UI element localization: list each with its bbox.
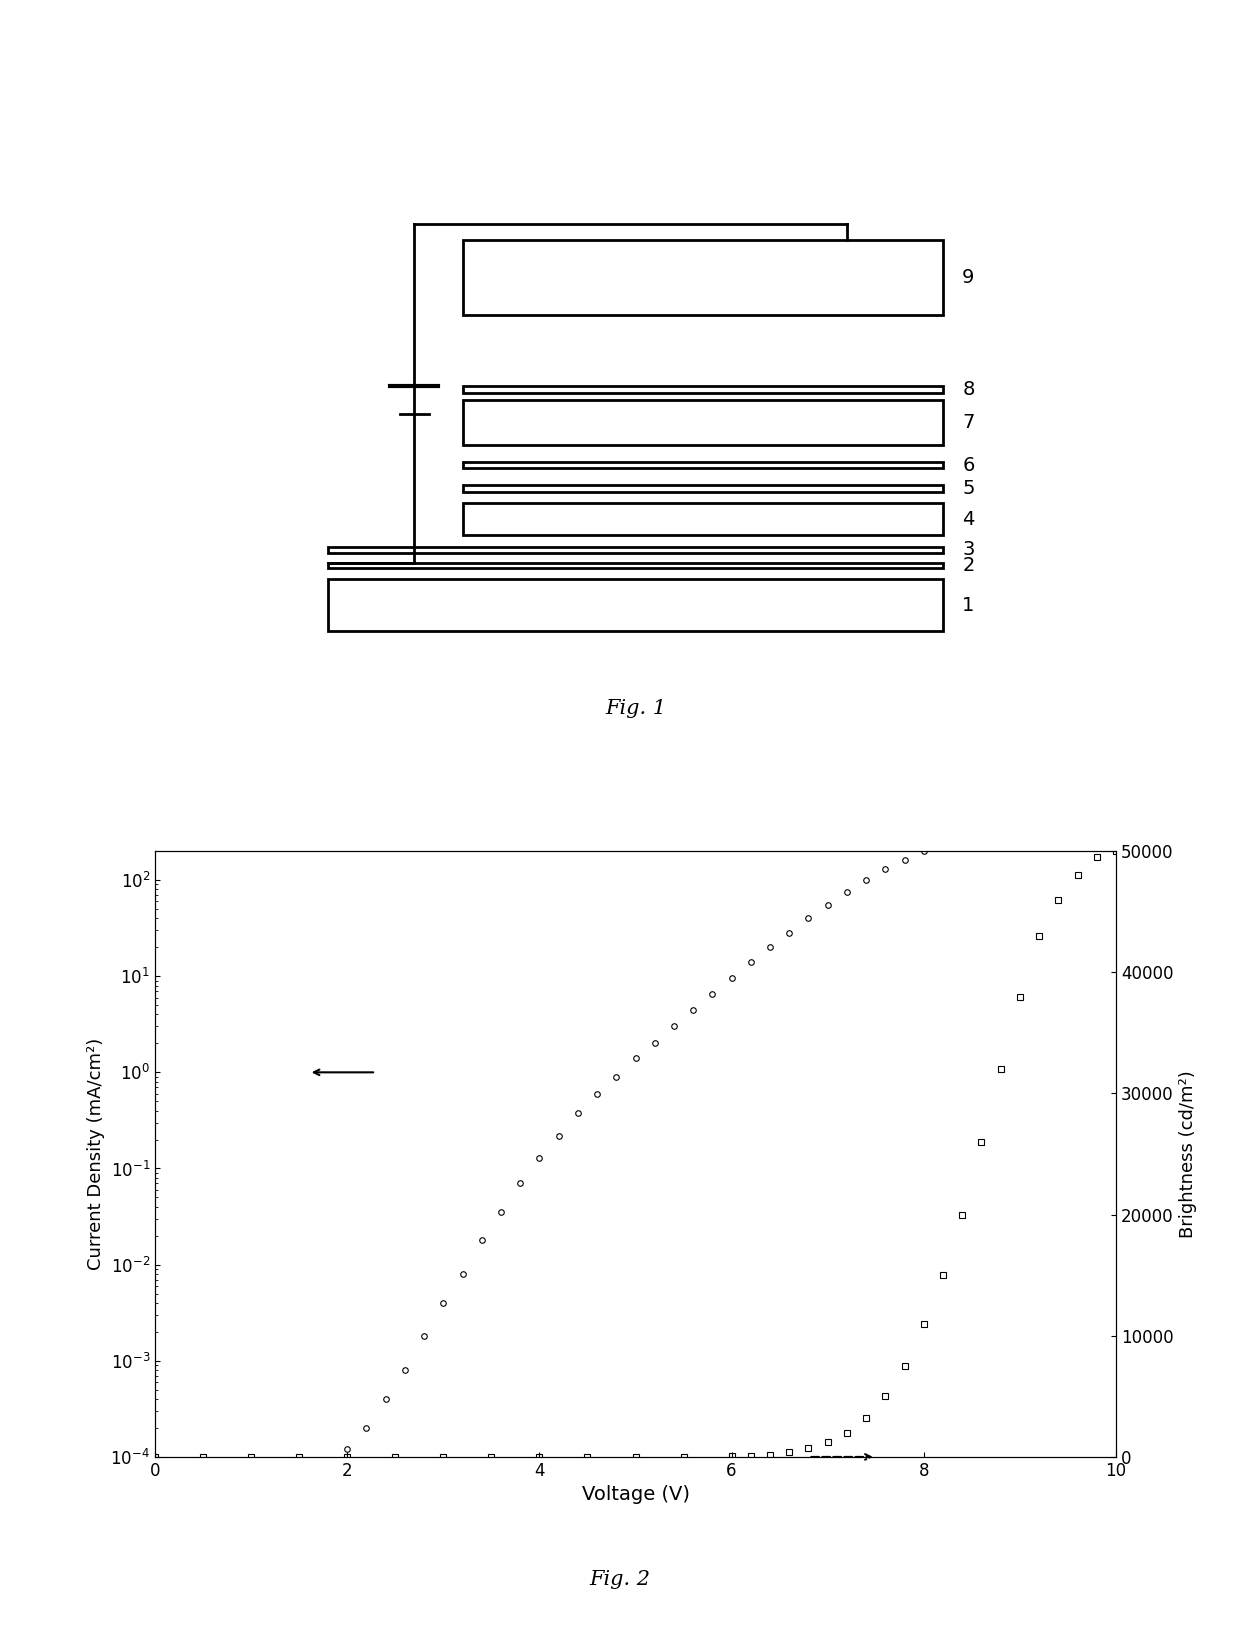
Bar (463, 386, 942, 393)
Text: 5: 5 (962, 478, 975, 498)
Text: 9: 9 (962, 268, 975, 286)
Text: 3: 3 (962, 540, 975, 560)
Text: 8: 8 (962, 380, 975, 399)
Text: 2: 2 (962, 557, 975, 575)
Text: Fig. 2: Fig. 2 (589, 1570, 651, 1590)
X-axis label: Voltage (V): Voltage (V) (582, 1485, 689, 1504)
Bar (463, 399, 942, 445)
Bar (327, 563, 942, 568)
Y-axis label: Brightness (cd/m²): Brightness (cd/m²) (1179, 1071, 1197, 1238)
Text: 6: 6 (962, 455, 975, 475)
Text: Fig. 1: Fig. 1 (605, 699, 666, 719)
Bar (327, 579, 942, 632)
Bar (463, 241, 942, 314)
Text: 1: 1 (962, 596, 975, 616)
Bar (463, 503, 942, 535)
Text: 7: 7 (962, 413, 975, 432)
Bar (463, 462, 942, 468)
Bar (327, 547, 942, 553)
Y-axis label: Current Density (mA/cm²): Current Density (mA/cm²) (87, 1038, 105, 1270)
Bar (463, 485, 942, 491)
Text: 4: 4 (962, 509, 975, 529)
